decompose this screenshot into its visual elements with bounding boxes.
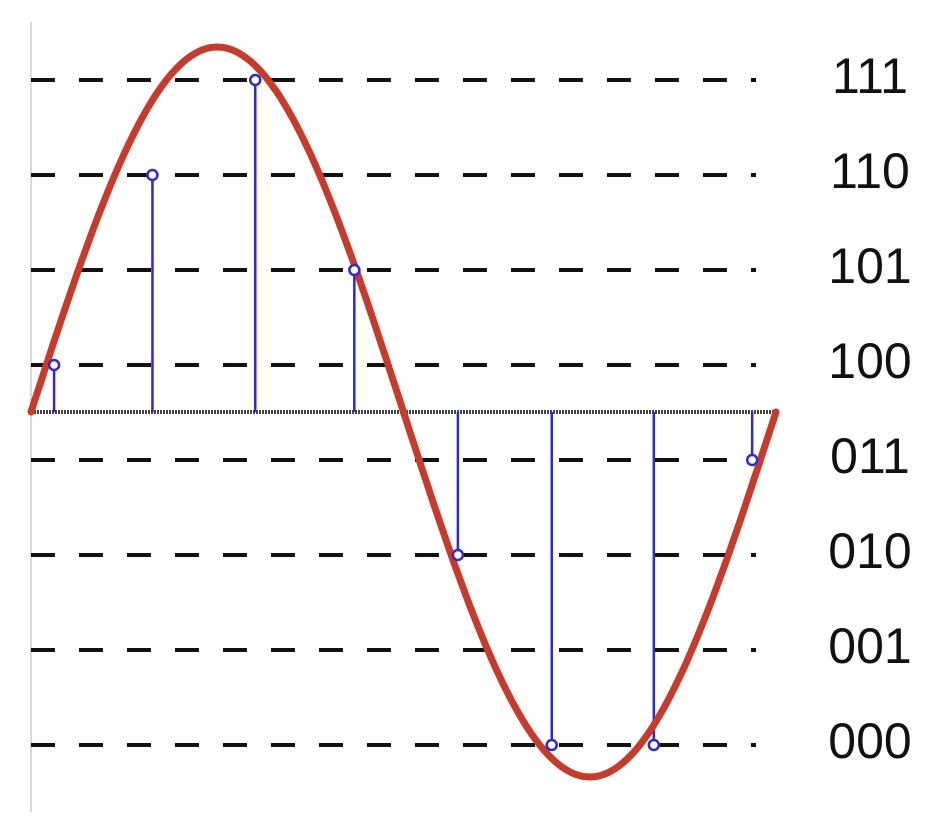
level-label-010: 010 [828, 523, 911, 579]
sample-point [545, 738, 559, 752]
sample-stems [52, 80, 754, 745]
sample-point [146, 168, 159, 182]
sample-point [451, 548, 465, 562]
level-label-111: 111 [832, 48, 908, 104]
level-label-001: 001 [828, 618, 911, 674]
quantization-level-labels: 000 001 010 011 100 101 110 111 [828, 48, 911, 769]
level-label-110: 110 [830, 143, 910, 199]
sample-point [47, 358, 61, 372]
level-label-100: 100 [828, 333, 911, 389]
level-label-011: 011 [830, 428, 910, 484]
sample-point [348, 263, 361, 277]
level-label-101: 101 [828, 238, 911, 294]
sample-markers [47, 73, 759, 752]
sample-point [647, 738, 661, 752]
sample-point [248, 73, 262, 87]
sample-point [745, 453, 759, 467]
analog-signal-curve [27, 43, 780, 781]
level-label-000: 000 [828, 713, 911, 769]
